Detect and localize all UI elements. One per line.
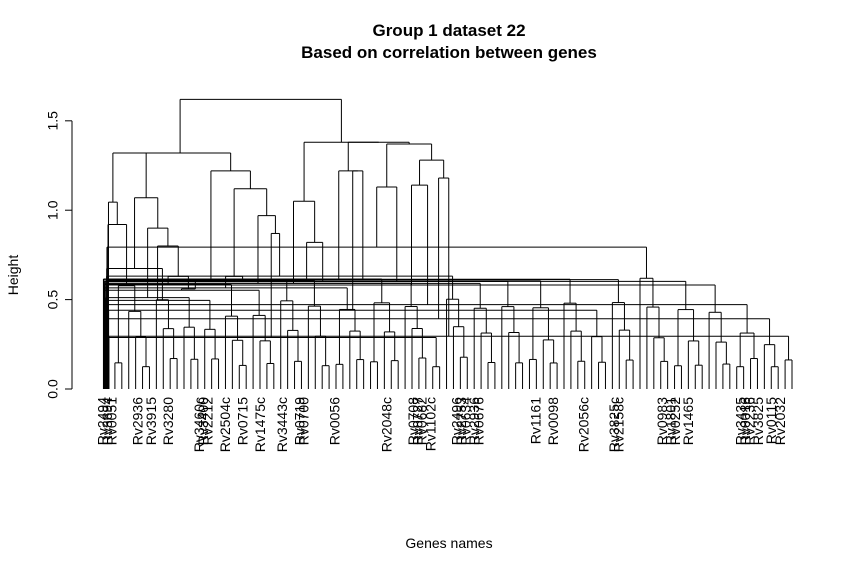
leaf-label: Rv1102c: [422, 397, 438, 451]
leaf-label: Rv0051: [103, 397, 119, 445]
y-tick-label: 1.0: [45, 200, 61, 220]
leaf-label: Rv3915: [143, 397, 159, 445]
y-axis-label: Height: [5, 255, 21, 296]
leaf-label: Rv3443c: [274, 397, 290, 452]
leaf-label: Rv3280: [160, 397, 176, 445]
leaf-label: Rv2056c: [575, 397, 591, 452]
leaf-label: Rv2032: [772, 397, 788, 445]
leaf-label: Rv2048c: [379, 397, 395, 452]
leaf-label: Rv0676: [470, 397, 486, 445]
leaf-label: Rv0700: [296, 397, 312, 445]
dendrogram-branches: [103, 99, 792, 389]
y-tick-label: 1.5: [45, 111, 61, 131]
y-axis: 0.0 0.5 1.0 1.5: [45, 111, 72, 399]
leaf-label: Rv0715: [235, 397, 251, 445]
leaf-labels: Rv2494Rv3694Rv0051 Rv2936Rv3915 Rv3280 Rv34…: [95, 397, 788, 452]
leaf-label: Rv0098: [545, 397, 561, 445]
leaf-label: Rv2212: [200, 397, 216, 445]
chart-title: Group 1 dataset 22: [372, 21, 525, 40]
leaf-label: Rv1475c: [252, 397, 268, 452]
leaf-label: Rv0056: [326, 397, 342, 445]
x-axis-label: Genes names: [405, 535, 492, 551]
y-tick-label: 0.5: [45, 290, 61, 310]
leaf-label: Rv2504c: [217, 397, 233, 452]
leaf-label: Rv1465: [680, 397, 696, 445]
chart-subtitle: Based on correlation between genes: [301, 43, 597, 62]
leaf-label: Rv1161: [527, 397, 543, 444]
y-tick-label: 0.0: [45, 379, 61, 399]
leaf-label: Rv2158c: [610, 397, 626, 452]
